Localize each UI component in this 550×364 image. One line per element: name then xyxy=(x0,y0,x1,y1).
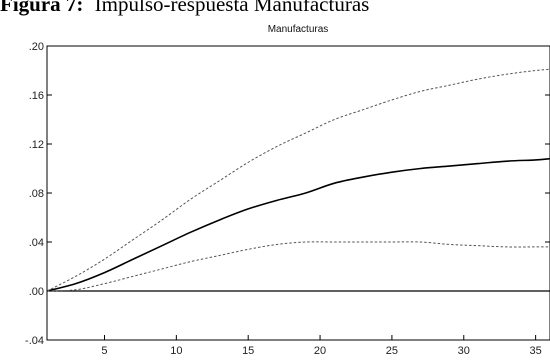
x-tick-label: 5 xyxy=(101,345,107,357)
y-tick-label: .00 xyxy=(29,286,44,298)
y-tick-label: .12 xyxy=(29,139,44,151)
plot-frame xyxy=(46,45,550,341)
x-tick-label: 35 xyxy=(530,345,542,357)
y-tick-label: .04 xyxy=(29,237,44,249)
figure-caption-label: Figura 7: xyxy=(0,0,83,16)
confidence-band-line-2 xyxy=(46,241,550,292)
chart-subtitle: Manufacturas xyxy=(268,24,329,35)
confidence-band-line-1 xyxy=(46,68,550,292)
figure-caption-text: Impulso-respuesta Manufacturas xyxy=(95,0,370,16)
x-tick-label: 25 xyxy=(386,345,398,357)
figure-caption: Figura 7: Impulso-respuesta Manufacturas xyxy=(0,0,369,16)
x-tick-label: 30 xyxy=(458,345,470,357)
x-tick-label: 10 xyxy=(170,345,182,357)
series-layer xyxy=(46,68,550,292)
impulse-response-line xyxy=(46,157,550,292)
x-tick-label: 15 xyxy=(242,345,254,357)
y-tick-label: .08 xyxy=(29,188,44,200)
y-tick-label: -.04 xyxy=(25,335,44,347)
x-tick-label: 20 xyxy=(314,345,326,357)
y-tick-label: .20 xyxy=(29,41,44,53)
axes: -.04 .00 .04 .08 .12 .16 .20 5 10 15 20 25 30 35 xyxy=(25,41,550,357)
y-tick-label: .16 xyxy=(29,90,44,102)
